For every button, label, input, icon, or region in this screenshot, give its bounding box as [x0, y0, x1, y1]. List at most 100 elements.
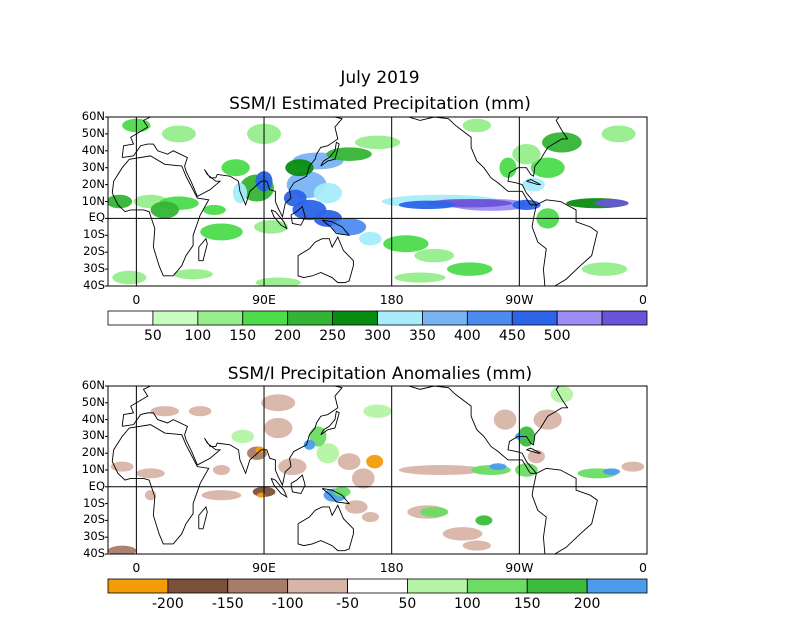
p2-y-tick-label: EQ	[88, 478, 105, 493]
p1-precip-cell-7	[108, 194, 133, 209]
p1-precip-cell-33	[173, 269, 213, 280]
p2-precip-cell-3	[256, 492, 266, 498]
p2-precip-cell-28	[493, 409, 517, 430]
p1-colorbar-swatch	[466, 310, 513, 326]
p1-coastline-5	[270, 209, 288, 230]
p2-precip-cell-21	[398, 464, 484, 476]
p1-coastline-6	[321, 219, 351, 236]
p2-precip-cell-32	[603, 468, 621, 476]
p2-coastline-3	[320, 410, 340, 436]
p1-colorbar-label: 350	[409, 328, 436, 344]
p1-precip-cell-37	[542, 132, 582, 153]
p2-y-tick-label: 10S	[83, 495, 105, 510]
p1-colorbar-label: 50	[143, 328, 162, 344]
p1-y-tick-label: 20N	[81, 176, 105, 191]
p2-y-tick-label: 60N	[81, 378, 105, 392]
p1-precip-cell-40	[522, 177, 545, 192]
p2-precip-cell-29	[533, 409, 562, 430]
p2-coastline-7	[297, 504, 354, 552]
p1-coastline-4	[290, 205, 306, 226]
p2-y-tick-label: 10N	[81, 462, 105, 476]
p2-coastline-11	[526, 447, 541, 454]
p2-colorbar-swatch	[287, 578, 348, 594]
p2-precip-cell-43	[261, 394, 296, 412]
p2-coastline-5	[270, 477, 288, 498]
p1-colorbar-label: 400	[453, 328, 481, 344]
p2-y-tick-label: 40S	[83, 546, 105, 560]
p1-y-tick-label: 30S	[83, 261, 105, 276]
p2-y-tick-label: 40N	[81, 411, 105, 426]
p1-coastline-1	[198, 237, 208, 262]
p1-colorbar-swatch	[556, 310, 603, 326]
p2-x-tick-label: 0	[132, 560, 141, 575]
p1-precip-cell-41	[601, 125, 636, 143]
p1-coastline-0	[111, 155, 210, 277]
p1-y-tick-label: 10N	[81, 193, 105, 208]
p2-precip-cell-39	[231, 429, 255, 444]
p1-field	[108, 118, 636, 286]
p2-coastline-1	[198, 506, 208, 530]
p2-precip-cell-44	[363, 404, 392, 418]
p2-precip-cell-20	[475, 515, 493, 526]
p2-y-tick-label: 30S	[83, 529, 105, 544]
p1-colorbar-label: 150	[229, 328, 257, 344]
p1-y-tick-label: 50N	[81, 125, 105, 140]
p2-coastline-8	[408, 386, 569, 474]
p2-precip-cell-34	[136, 468, 165, 479]
p2-precip-cell-35	[621, 461, 645, 472]
p1-precip-cell-14	[313, 182, 343, 204]
p2-colorbar-swatch	[227, 578, 289, 594]
p2-coastline-9	[531, 467, 598, 554]
p2-precip-cell-37	[188, 406, 212, 417]
p2-colorbar-label: 50	[398, 596, 417, 612]
p2-coastline-10	[578, 386, 589, 387]
p2-precip-cell-40	[212, 464, 230, 476]
p2-coastline-6	[321, 488, 351, 505]
p1-coastline-8	[408, 117, 569, 206]
p1-y-tick-label: 10S	[83, 227, 105, 242]
p1-precip-cell-31	[581, 262, 628, 276]
p1-colorbar-label: 450	[498, 328, 526, 344]
p1-colorbar-swatch	[242, 310, 289, 326]
p1-colorbar-swatch	[511, 310, 558, 326]
p2-x-tick-label: 90E	[252, 560, 276, 575]
p1-precip-cell-35	[394, 272, 446, 283]
p2-colorbar-label: -100	[271, 596, 304, 612]
p2-precip-cell-19	[420, 506, 449, 518]
p2-precip-cell-13	[333, 486, 351, 497]
p1-precip-cell-25	[200, 223, 243, 241]
p1-colorbar-label: 250	[319, 328, 346, 344]
panel1-title: SSM/I Estimated Precipitation (mm)	[229, 94, 531, 114]
p2-y-tick-label: 30N	[81, 428, 105, 443]
p2-y-tick-label: 20N	[81, 445, 105, 460]
p2-colorbar-label: 200	[573, 596, 601, 612]
p2-precip-cell-30	[550, 386, 574, 403]
page-title: July 2019	[340, 68, 420, 88]
p1-precip-cell-6	[594, 199, 629, 207]
p2-colorbar-label: 150	[513, 596, 541, 612]
p2-field	[108, 386, 645, 554]
p2-precip-cell-17	[442, 527, 483, 541]
p1-coastline-7	[297, 235, 354, 284]
p1-precip-cell-36	[530, 157, 565, 178]
p2-precip-cell-15	[361, 511, 379, 523]
p1-colorbar-swatch	[377, 310, 423, 326]
p1-colorbar-swatch	[152, 310, 199, 326]
p2-colorbar-swatch	[586, 578, 648, 594]
p2-precip-cell-33	[110, 461, 134, 472]
p2-precip-cell-24	[515, 463, 538, 477]
p1-y-tick-label: 30N	[81, 159, 105, 174]
p1-y-tick-label: 20S	[83, 244, 105, 259]
p2-x-tick-label: 180	[379, 560, 404, 575]
p1-precip-cell-44	[462, 118, 491, 133]
p2-precip-cell-6	[316, 443, 340, 464]
p1-colorbar-label: 200	[274, 328, 302, 344]
p1-colorbar-swatch	[287, 310, 333, 326]
p2-x-tick-label: 90W	[505, 560, 534, 575]
p1-precip-cell-24	[221, 159, 250, 177]
p2-precip-cell-38	[264, 417, 293, 439]
p1-precip-cell-32	[112, 270, 147, 285]
p2-colorbar-swatch	[407, 578, 468, 594]
p2-colorbar-swatch	[107, 578, 169, 594]
